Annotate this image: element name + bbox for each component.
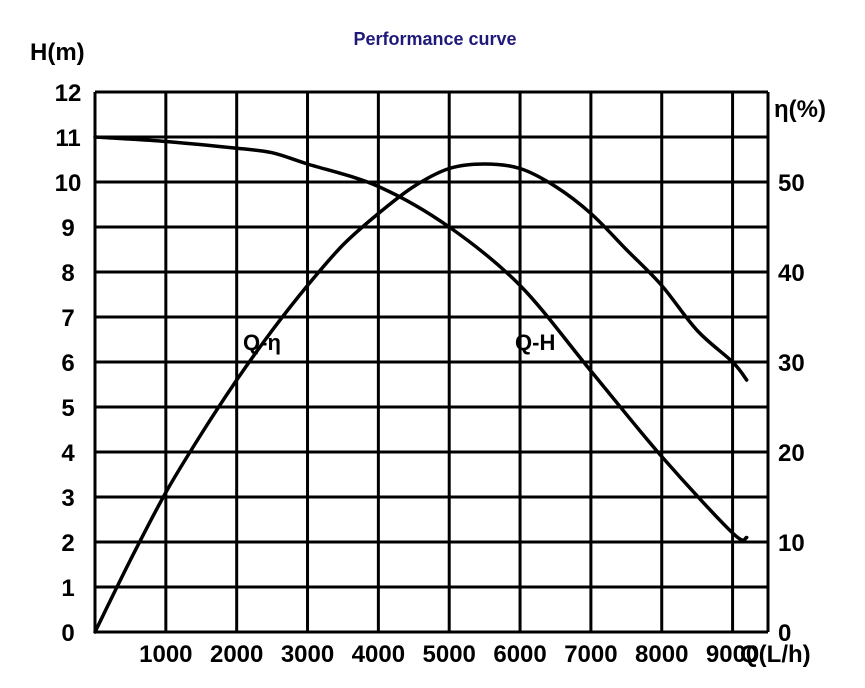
series-line-q-eta [93, 162, 749, 634]
y-tick-label: 5 [61, 395, 74, 422]
y-axis-label: H(m) [30, 39, 85, 66]
y2-tick-label: 10 [778, 530, 805, 557]
y-tick-label: 1 [61, 575, 74, 602]
x-axis-label: Q(L/h) [740, 641, 811, 668]
grid [93, 90, 770, 634]
y2-tick-label: 30 [778, 350, 805, 377]
y-tick-label: 0 [61, 620, 74, 647]
x-tick-label: 5000 [423, 641, 476, 668]
curve-label-q-h: Q-H [515, 330, 555, 355]
x-tick-label: 2000 [210, 641, 263, 668]
series-line-q-h [93, 135, 749, 542]
y2-tick-label: 50 [778, 170, 805, 197]
y2-tick-label: 20 [778, 440, 805, 467]
y-tick-label: 6 [61, 350, 74, 377]
y-tick-label: 10 [55, 170, 82, 197]
y-tick-label: 2 [61, 530, 74, 557]
x-tick-label: 1000 [139, 641, 192, 668]
y2-axis-label: η(%) [774, 96, 826, 123]
x-tick-label: 8000 [635, 641, 688, 668]
x-tick-label: 9000 [706, 641, 759, 668]
y2-tick-label: 40 [778, 260, 805, 287]
y-tick-label: 8 [61, 260, 74, 287]
y-tick-label: 9 [61, 215, 74, 242]
x-tick-label: 6000 [493, 641, 546, 668]
chart-title: Performance curve [353, 29, 516, 49]
x-tick-label: 4000 [352, 641, 405, 668]
y2-tick-label: 0 [778, 620, 791, 647]
y-tick-label: 3 [61, 485, 74, 512]
y-tick-label: 7 [61, 305, 74, 332]
y-tick-label: 4 [61, 440, 75, 467]
curve-label-q-eta: Q-η [243, 330, 281, 355]
y-tick-label: 11 [55, 125, 80, 152]
x-tick-label: 3000 [281, 641, 334, 668]
y-tick-label: 12 [55, 80, 82, 107]
x-tick-label: 7000 [564, 641, 617, 668]
curves [93, 135, 749, 634]
